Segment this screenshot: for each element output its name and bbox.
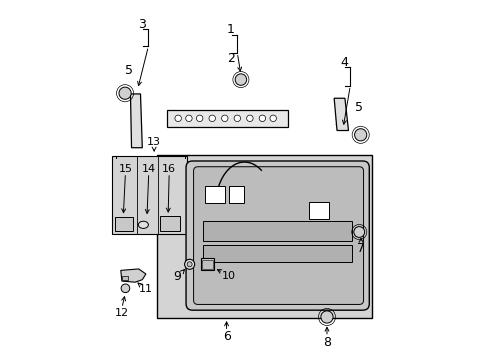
Bar: [308, 202, 328, 220]
Circle shape: [185, 115, 192, 122]
Text: 5: 5: [125, 64, 133, 77]
Circle shape: [269, 115, 276, 122]
Circle shape: [221, 115, 227, 122]
Bar: [115, 217, 132, 231]
Text: 6: 6: [222, 330, 230, 343]
FancyBboxPatch shape: [185, 161, 368, 310]
Bar: [203, 221, 351, 241]
Circle shape: [119, 87, 131, 99]
Circle shape: [320, 311, 332, 323]
Text: 10: 10: [221, 271, 235, 281]
Circle shape: [121, 284, 129, 293]
Text: 12: 12: [115, 309, 129, 318]
Polygon shape: [167, 110, 287, 127]
Text: 7: 7: [356, 242, 365, 255]
Text: 2: 2: [226, 51, 234, 64]
Circle shape: [354, 129, 366, 141]
Circle shape: [184, 259, 194, 269]
Bar: [160, 216, 180, 231]
Text: 3: 3: [138, 18, 146, 31]
Text: 11: 11: [139, 284, 153, 294]
FancyBboxPatch shape: [193, 167, 363, 305]
Text: 15: 15: [118, 163, 132, 174]
Circle shape: [208, 115, 215, 122]
Circle shape: [175, 115, 181, 122]
Polygon shape: [121, 269, 145, 282]
Circle shape: [234, 115, 240, 122]
Polygon shape: [333, 98, 348, 131]
Polygon shape: [130, 94, 142, 148]
Text: 5: 5: [354, 101, 362, 114]
Circle shape: [196, 115, 203, 122]
Circle shape: [235, 74, 246, 85]
Text: 14: 14: [142, 163, 156, 174]
Circle shape: [187, 262, 192, 267]
Ellipse shape: [138, 221, 148, 228]
Circle shape: [246, 115, 253, 122]
Bar: [229, 186, 244, 203]
Bar: [203, 245, 351, 262]
Text: 13: 13: [147, 138, 161, 147]
Bar: [122, 276, 128, 280]
Text: 4: 4: [340, 56, 347, 69]
Bar: [204, 186, 224, 203]
Circle shape: [259, 115, 265, 122]
Text: 8: 8: [322, 336, 330, 348]
Text: 9: 9: [173, 270, 181, 283]
Circle shape: [353, 226, 364, 237]
Text: 16: 16: [162, 163, 176, 174]
Bar: [201, 258, 214, 270]
Polygon shape: [156, 155, 371, 318]
Text: 1: 1: [226, 23, 234, 36]
Bar: [112, 156, 187, 234]
Bar: [202, 260, 212, 269]
